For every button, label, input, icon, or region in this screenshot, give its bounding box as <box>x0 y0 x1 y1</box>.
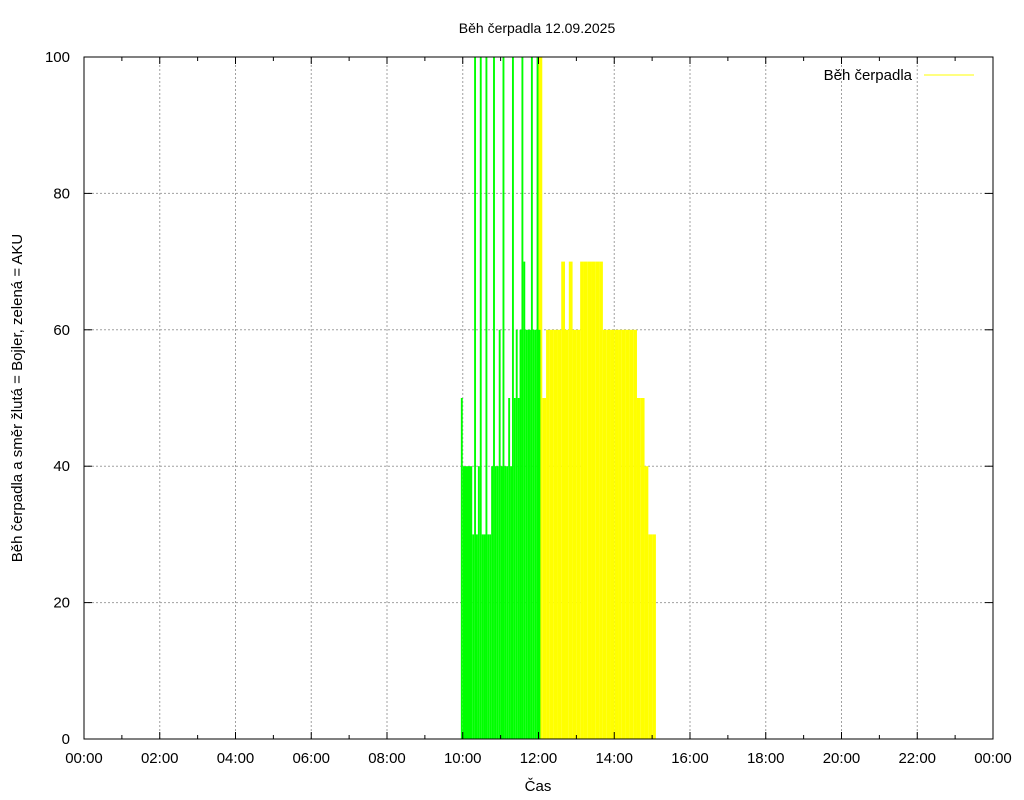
x-tick-label: 22:00 <box>898 750 936 767</box>
bar <box>496 466 499 739</box>
x-tick-label: 06:00 <box>292 750 330 767</box>
bar <box>583 261 588 739</box>
bar <box>462 466 473 739</box>
bar <box>561 261 566 739</box>
bar <box>523 261 526 739</box>
x-tick-label: 18:00 <box>747 750 785 767</box>
bar <box>493 57 495 739</box>
bar <box>648 534 653 739</box>
bar <box>479 57 482 739</box>
bar <box>633 329 637 739</box>
y-tick-label: 80 <box>53 185 70 202</box>
bar <box>504 466 507 739</box>
y-axis-label: Běh čerpadla a směr žlutá = Bojler, zele… <box>9 234 26 563</box>
x-tick-label: 10:00 <box>444 750 482 767</box>
bar <box>614 329 619 739</box>
bar <box>491 466 494 739</box>
bar <box>572 329 577 739</box>
bar <box>519 329 522 739</box>
bar <box>485 57 488 739</box>
bar <box>549 329 554 739</box>
bar <box>513 398 516 739</box>
bar <box>508 398 511 739</box>
x-tick-label: 12:00 <box>520 750 558 767</box>
bar <box>580 261 584 739</box>
y-tick-label: 40 <box>53 458 70 475</box>
y-tick-label: 20 <box>53 595 70 612</box>
bar <box>640 398 645 739</box>
bar <box>529 329 531 739</box>
bar <box>530 57 533 739</box>
bar <box>460 398 463 739</box>
series-0 <box>538 57 656 739</box>
bar <box>536 57 539 739</box>
bar <box>510 466 512 739</box>
x-tick-label: 02:00 <box>141 750 179 767</box>
bar <box>477 466 480 739</box>
series-1 <box>460 57 541 739</box>
bar <box>515 329 518 739</box>
bar <box>476 534 478 739</box>
bar <box>568 261 573 739</box>
x-tick-label: 00:00 <box>65 750 103 767</box>
bar <box>565 329 569 739</box>
legend: Běh čerpadla <box>824 67 974 84</box>
bar <box>500 466 503 739</box>
bar <box>498 329 501 739</box>
bar <box>483 534 486 739</box>
bar <box>625 329 630 739</box>
bar <box>629 329 634 739</box>
bar <box>542 398 547 739</box>
bar <box>599 261 603 739</box>
bar <box>553 329 558 739</box>
bar <box>621 329 626 739</box>
bar <box>591 261 596 739</box>
bar <box>606 329 611 739</box>
bar <box>489 534 492 739</box>
bar <box>502 57 505 739</box>
x-tick-label: 00:00 <box>974 750 1012 767</box>
bar <box>511 57 514 739</box>
x-tick-label: 14:00 <box>595 750 633 767</box>
bar <box>610 329 615 739</box>
bar <box>521 57 524 739</box>
bar <box>644 466 649 739</box>
bar <box>494 466 497 739</box>
bar <box>474 57 477 739</box>
bar <box>538 329 541 739</box>
bars <box>460 57 656 739</box>
bar <box>532 329 535 739</box>
y-tick-label: 0 <box>62 731 70 748</box>
bar <box>487 534 490 739</box>
y-tick-label: 100 <box>45 49 70 66</box>
bar <box>525 329 528 739</box>
bar <box>618 329 622 739</box>
x-axis-label: Čas <box>525 778 552 795</box>
bar <box>595 261 600 739</box>
bar <box>576 329 581 739</box>
x-tick-labels: 00:00 02:00 04:00 06:00 08:00 10:00 12:00 14:00… <box>65 750 1012 767</box>
bar <box>534 329 537 739</box>
y-tick-label: 60 <box>53 322 70 339</box>
bar <box>636 398 641 739</box>
bar <box>546 329 550 739</box>
chart-title: Běh čerpadla 12.09.2025 <box>459 20 616 36</box>
bar <box>527 329 530 739</box>
bar <box>587 261 592 739</box>
bar <box>557 329 562 739</box>
ticks <box>83 56 994 740</box>
bar <box>602 329 607 739</box>
bar <box>472 534 475 739</box>
x-tick-label: 04:00 <box>217 750 255 767</box>
bar <box>481 534 484 739</box>
x-tick-label: 20:00 <box>823 750 861 767</box>
bar <box>652 534 656 739</box>
x-tick-label: 08:00 <box>368 750 406 767</box>
y-tick-labels: 0 20 40 60 80 100 <box>45 49 70 748</box>
legend-label: Běh čerpadla <box>824 67 913 84</box>
bar <box>506 466 509 739</box>
x-tick-label: 16:00 <box>671 750 709 767</box>
bar <box>517 398 520 739</box>
